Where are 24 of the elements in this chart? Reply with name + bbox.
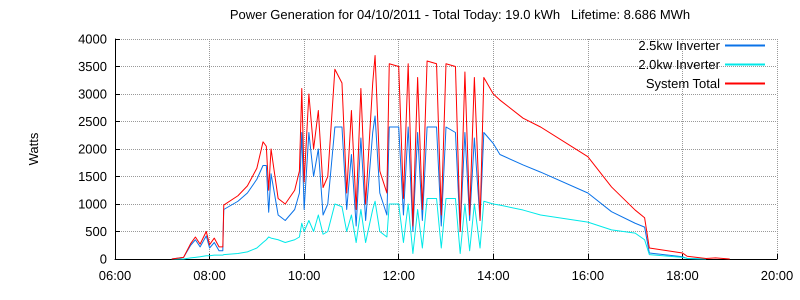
y-tick-label: 0 [100,252,107,266]
x-tick-label: 08:00 [193,268,226,283]
y-tick-label: 2500 [78,114,107,129]
line-series [171,198,707,260]
x-tick-label: 12:00 [382,268,415,283]
y-tick-label: 1500 [78,169,107,184]
legend-label: 2.5kw Inverter [638,38,721,53]
x-tick-label: 18:00 [666,268,699,283]
line-series [171,55,730,260]
x-tick-label: 16:00 [572,268,604,283]
x-tick-label: 14:00 [477,268,510,283]
x-tick-label: 10:00 [288,268,320,283]
y-tick-label: 2000 [78,142,107,156]
y-axis-title: Watts [26,132,41,166]
x-tick-label: 20:00 [760,268,794,283]
chart-title: Power Generation for 04/10/2011 - Total Today: 19.0 kWh Lifetime: 8.686 MWh [230,7,690,22]
x-tick-label: 06:00 [98,268,132,283]
y-tick-label: 500 [85,224,107,239]
y-tick-label: 3000 [78,86,107,102]
y-tick-label: 3500 [78,59,107,74]
y-tick-label: 4000 [78,32,107,46]
legend-label: 2.0kw Inverter [638,57,721,72]
y-tick-label: 1000 [78,196,107,212]
legend-label: System Total [646,76,720,91]
